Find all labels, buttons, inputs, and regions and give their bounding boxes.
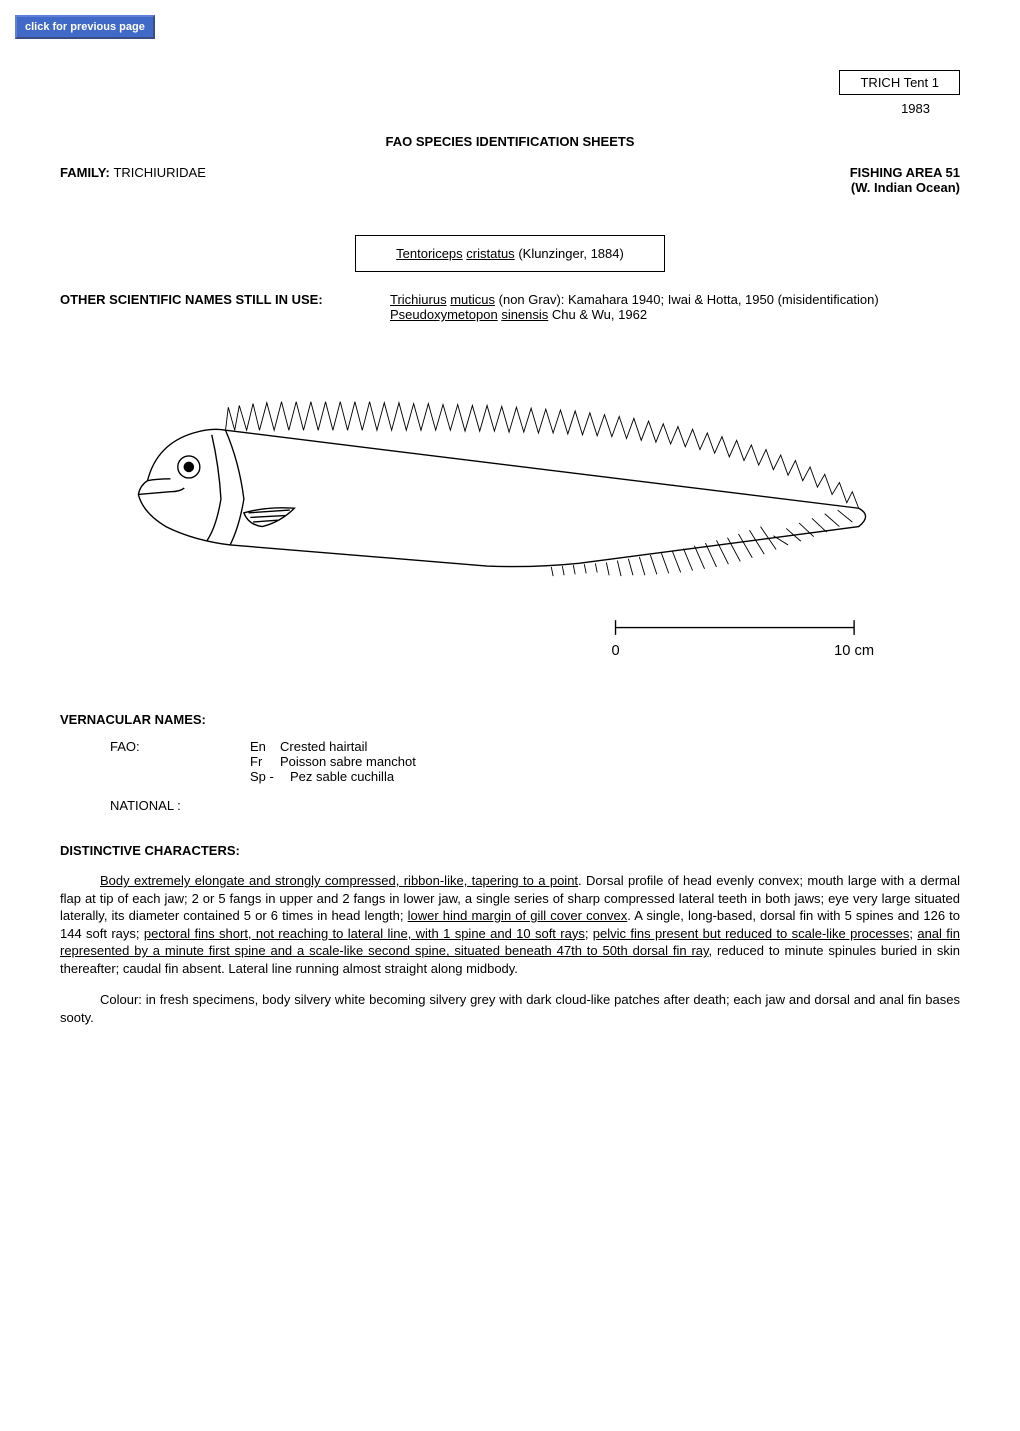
lang-name-sp: Pez sable cuchilla <box>290 769 394 784</box>
syn1-genus: Trichiurus <box>390 292 447 307</box>
fishing-area-block: FISHING AREA 51 (W. Indian Ocean) <box>850 165 960 195</box>
language-table: En Crested hairtail Fr Poisson sabre man… <box>250 739 416 784</box>
scale-zero-label: 0 <box>611 643 619 659</box>
lang-row-fr: Fr Poisson sabre manchot <box>250 754 416 769</box>
genus-name: Tentoriceps <box>396 246 462 261</box>
distinctive-p1: Body extremely elongate and strongly com… <box>60 872 960 977</box>
dc-u2: lower hind margin of gill cover convex <box>408 908 628 923</box>
syn1-species: muticus <box>450 292 495 307</box>
dorsal-fin <box>226 402 859 508</box>
lang-code-fr: Fr <box>250 754 280 769</box>
vernacular-heading: VERNACULAR NAMES: <box>60 712 960 727</box>
area-line2: (W. Indian Ocean) <box>851 180 960 195</box>
lang-row-sp: Sp - Pez sable cuchilla <box>250 769 416 784</box>
distinctive-p2: Colour: in fresh specimens, body silvery… <box>60 991 960 1026</box>
dc-u1: Body extremely elongate and strongly com… <box>100 873 578 888</box>
syn1-rest: (non Grav): Kamahara 1940; Iwai & Hotta,… <box>499 292 879 307</box>
syn2-species: sinensis <box>501 307 548 322</box>
fish-svg: 0 10 cm <box>120 372 900 672</box>
dc-u4: pelvic fins present but reduced to scale… <box>593 926 910 941</box>
distinctive-heading: DISTINCTIVE CHARACTERS: <box>60 843 960 858</box>
dc-t3: ; <box>585 926 593 941</box>
syn2-genus: Pseudoxymetopon <box>390 307 498 322</box>
anal-fin <box>551 510 852 576</box>
family-label: FAMILY: <box>60 165 113 180</box>
other-names-section: OTHER SCIENTIFIC NAMES STILL IN USE: Tri… <box>60 292 960 322</box>
scale-max-label: 10 cm <box>834 643 874 659</box>
syn2-rest: Chu & Wu, 1962 <box>552 307 647 322</box>
lang-code-sp: Sp - <box>250 769 290 784</box>
other-names-content: Trichiurus muticus (non Grav): Kamahara … <box>390 292 960 322</box>
lang-name-fr: Poisson sabre manchot <box>280 754 416 769</box>
area-line1: FISHING AREA 51 <box>850 165 960 180</box>
vernacular-block: FAO: En Crested hairtail Fr Poisson sabr… <box>110 739 960 784</box>
other-names-label: OTHER SCIENTIFIC NAMES STILL IN USE: <box>60 292 390 322</box>
fish-illustration: 0 10 cm <box>60 372 960 672</box>
family-value: TRICHIURIDAE <box>113 165 205 180</box>
sheet-title: FAO SPECIES IDENTIFICATION SHEETS <box>60 134 960 149</box>
lang-code-en: En <box>250 739 280 754</box>
national-label: NATIONAL : <box>110 798 960 813</box>
previous-page-button[interactable]: click for previous page <box>15 15 155 39</box>
family-area-row: FAMILY: TRICHIURIDAE FISHING AREA 51 (W.… <box>60 165 960 195</box>
species-epithet: cristatus <box>466 246 514 261</box>
lang-row-en: En Crested hairtail <box>250 739 416 754</box>
family-label-block: FAMILY: TRICHIURIDAE <box>60 165 206 195</box>
sheet-code-box: TRICH Tent 1 <box>839 70 960 95</box>
scale-bar <box>616 620 855 635</box>
lang-name-en: Crested hairtail <box>280 739 367 754</box>
year-label: 1983 <box>901 101 930 116</box>
species-name-box: Tentoriceps cristatus (Klunzinger, 1884) <box>355 235 665 272</box>
fao-label: FAO: <box>110 739 250 784</box>
dc-u3: pectoral fins short, not reaching to lat… <box>144 926 585 941</box>
fish-body <box>138 429 865 566</box>
species-author: (Klunzinger, 1884) <box>518 246 624 261</box>
